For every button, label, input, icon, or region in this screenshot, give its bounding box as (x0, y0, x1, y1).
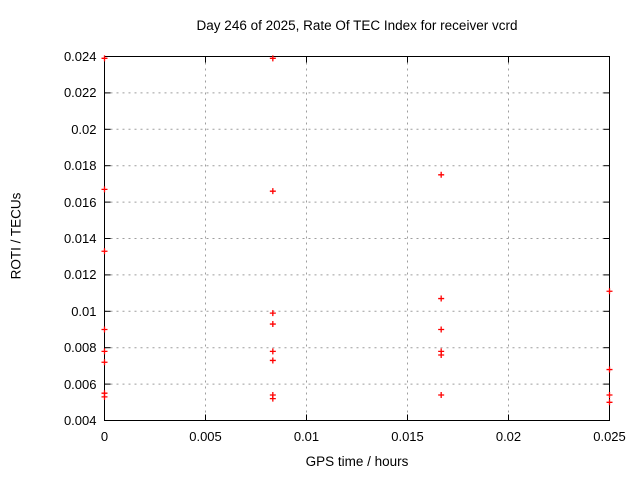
y-tick-label: 0.022 (63, 85, 97, 101)
y-tick-label: 0.018 (63, 158, 97, 174)
data-point-marker (606, 392, 613, 399)
y-tick-label: 0.004 (63, 413, 97, 428)
data-point-marker (101, 248, 108, 255)
data-point-marker (438, 326, 445, 333)
data-point-marker (101, 55, 108, 62)
data-point-marker (269, 310, 276, 317)
data-point-marker (101, 326, 108, 333)
x-tick-label: 0 (100, 428, 109, 444)
x-axis-label: GPS time / hours (305, 454, 409, 469)
y-tick-label: 0.01 (71, 303, 97, 319)
x-tick-label: 0.015 (391, 428, 424, 444)
data-point-marker (438, 171, 445, 178)
x-tick-label: 0.005 (189, 428, 222, 444)
data-point-marker (606, 399, 613, 406)
y-tick-label: 0.014 (63, 231, 97, 246)
data-point-marker (101, 186, 108, 193)
x-tick-label: 0.02 (495, 428, 522, 444)
data-point-marker (269, 348, 276, 355)
x-tick-label: 0.025 (593, 428, 626, 444)
data-point-marker (269, 357, 276, 364)
data-point-marker (438, 392, 445, 399)
y-tick-label: 0.006 (63, 376, 97, 392)
data-point-marker (101, 393, 108, 400)
y-tick-label: 0.008 (63, 340, 97, 356)
y-axis-label: ROTI / TECUs (8, 192, 24, 280)
data-point-marker (269, 321, 276, 328)
data-point-marker (438, 295, 445, 302)
data-point-marker (269, 395, 276, 402)
data-point-marker (101, 359, 108, 366)
data-point-marker (438, 351, 445, 358)
y-tick-label: 0.012 (63, 267, 97, 283)
data-point-marker (101, 348, 108, 355)
y-tick-label: 0.024 (63, 49, 97, 64)
data-point-marker (606, 288, 613, 295)
data-point-marker (269, 55, 276, 62)
y-tick-label: 0.016 (63, 194, 97, 210)
data-point-marker (269, 188, 276, 195)
data-point-marker (606, 366, 613, 373)
chart-title: Day 246 of 2025, Rate Of TEC Index for r… (196, 18, 518, 33)
x-tick-label: 0.01 (293, 428, 320, 444)
y-tick-label: 0.02 (71, 121, 97, 137)
